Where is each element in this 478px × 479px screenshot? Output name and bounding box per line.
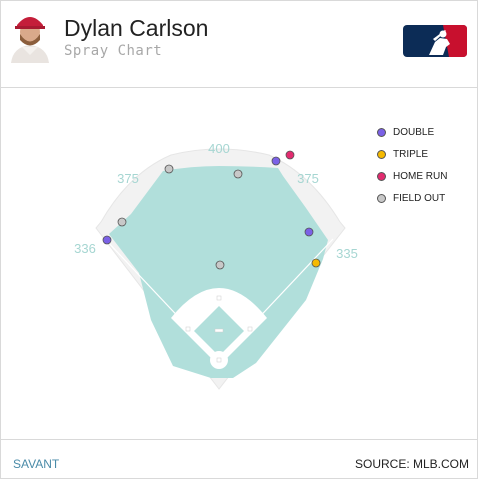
point-field-out-7[interactable]: [117, 217, 127, 227]
point-double-2[interactable]: [304, 227, 314, 237]
footer: SAVANT SOURCE: MLB.COM: [1, 439, 477, 479]
distance-label-left-center: 375: [117, 171, 139, 186]
legend-label-triple: TRIPLE: [393, 148, 429, 160]
home-plate: [216, 357, 222, 363]
player-name: Dylan Carlson: [64, 15, 209, 41]
point-home-run-1[interactable]: [285, 150, 295, 160]
source-label: SOURCE: MLB.COM: [354, 457, 469, 471]
header: Dylan Carlson Spray Chart: [1, 1, 477, 88]
distance-label-left-line: 336: [74, 241, 96, 256]
legend-label-double: DOUBLE: [393, 126, 435, 138]
distance-label-right-center: 375: [297, 171, 319, 186]
spray-chart: 400 375 375 336 335: [74, 141, 358, 390]
legend-label-home-run: HOME RUN: [393, 170, 448, 182]
legend-dot-triple: [377, 149, 386, 159]
outfield-grass: [109, 166, 328, 378]
first-base: [247, 326, 253, 332]
point-triple-3[interactable]: [311, 258, 321, 268]
legend-dot-home-run: [377, 171, 386, 181]
point-double-4[interactable]: [102, 235, 112, 245]
savant-link[interactable]: SAVANT: [13, 457, 60, 471]
legend-dot-double: [377, 127, 386, 137]
second-base: [216, 295, 222, 301]
third-base: [185, 326, 191, 332]
distance-label-center: 400: [208, 141, 230, 156]
legend-label-field-out: FIELD OUT: [393, 192, 446, 204]
left-foul-line: [104, 238, 220, 361]
legend-item-home-run: HOME RUN: [375, 165, 447, 187]
legend-item-field-out: FIELD OUT: [375, 187, 447, 209]
point-field-out-8[interactable]: [215, 260, 225, 270]
legend-dot-field-out: [377, 193, 386, 203]
distance-label-right-line: 335: [336, 246, 358, 261]
chart-subtitle: Spray Chart: [64, 43, 163, 59]
legend-item-double: DOUBLE: [375, 121, 447, 143]
pitchers-mound: [214, 328, 224, 333]
legend: DOUBLE TRIPLE HOME RUN FIELD OUT: [375, 121, 447, 209]
legend-item-triple: TRIPLE: [375, 143, 447, 165]
point-field-out-6[interactable]: [233, 169, 243, 179]
batted-ball-points: [102, 150, 321, 270]
mlb-logo: [403, 25, 467, 57]
point-field-out-5[interactable]: [164, 164, 174, 174]
point-double-0[interactable]: [271, 156, 281, 166]
player-headshot: [7, 7, 53, 63]
